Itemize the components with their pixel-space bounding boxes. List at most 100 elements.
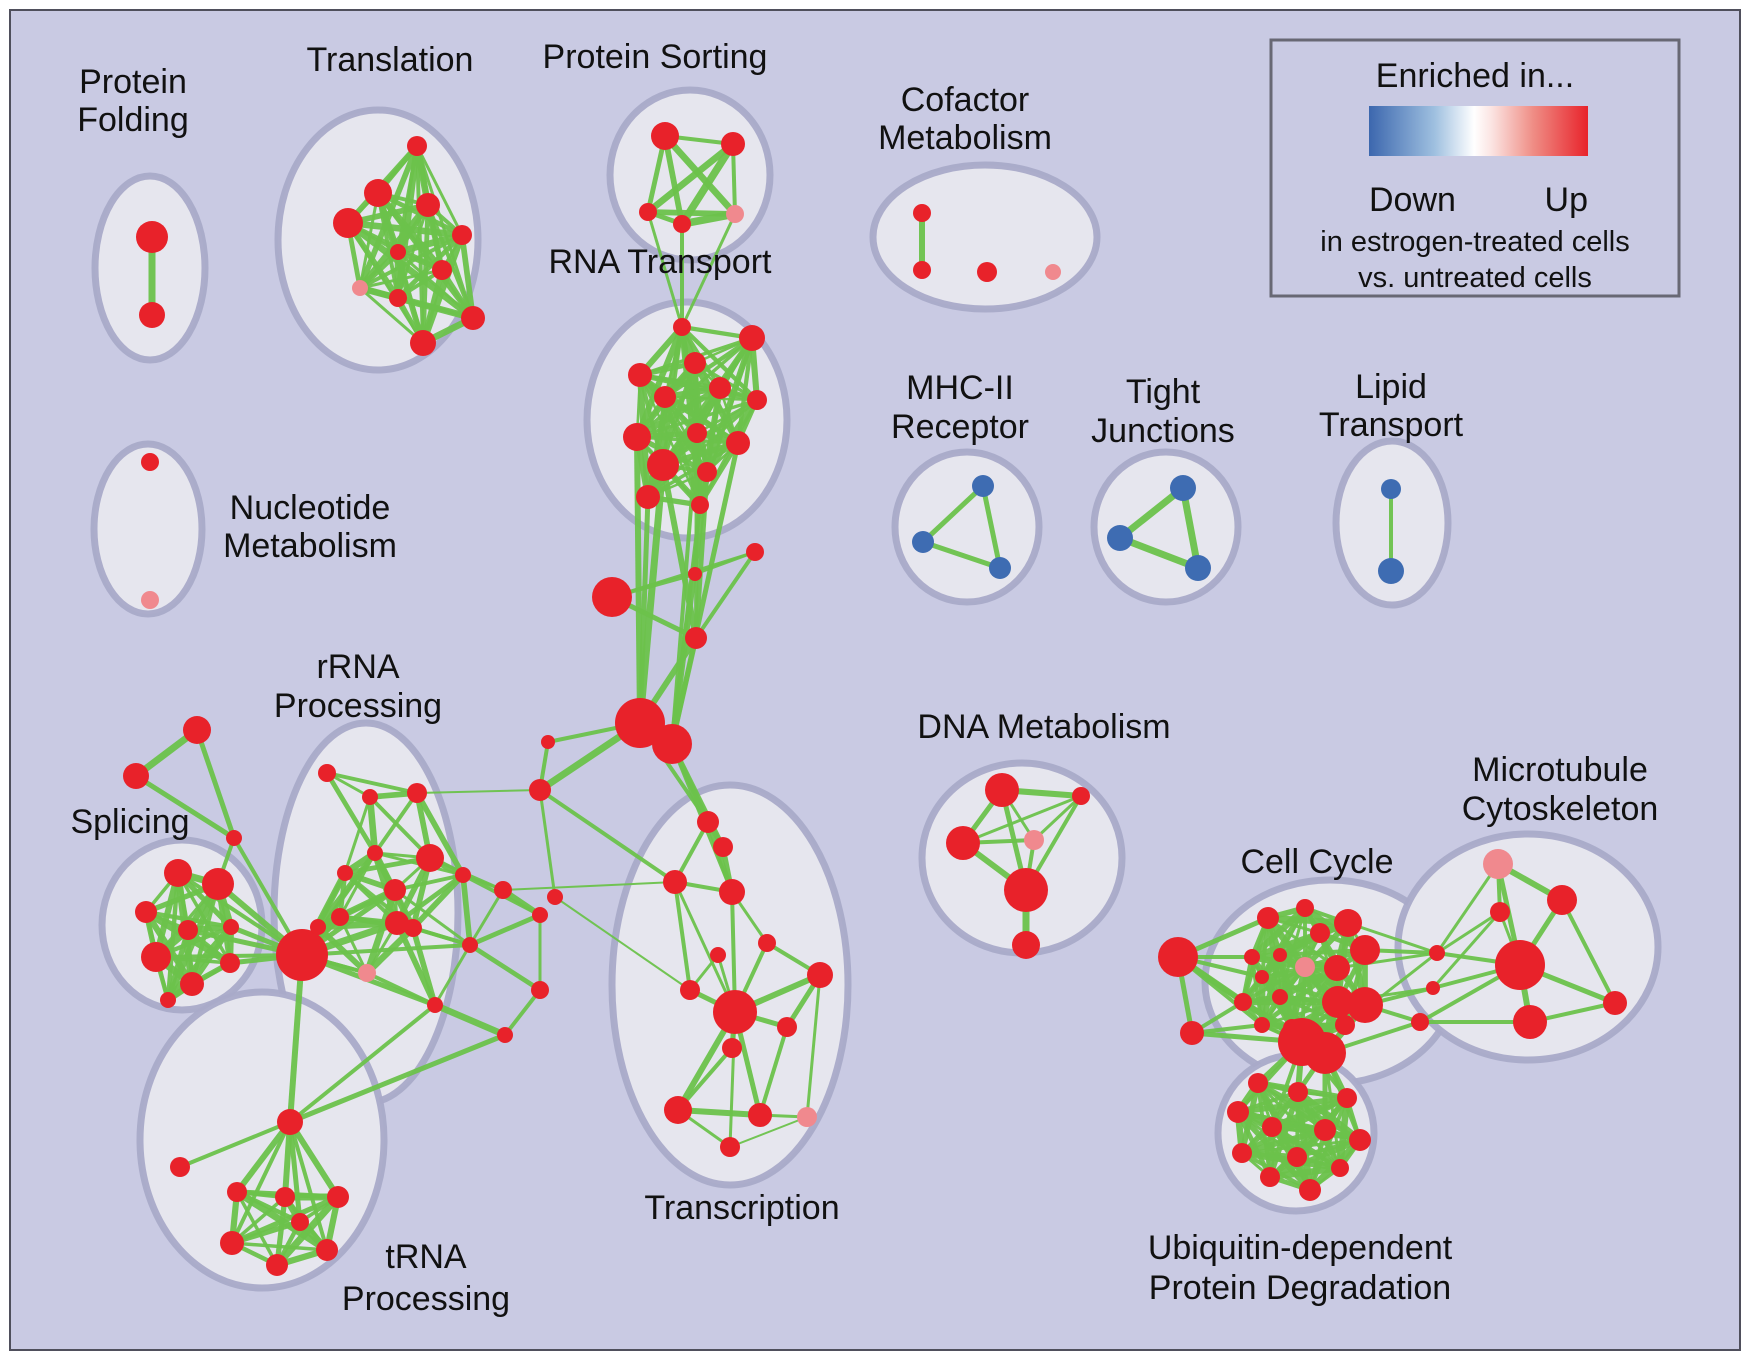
- network-node-64[interactable]: [384, 879, 406, 901]
- network-node-14[interactable]: [721, 132, 745, 156]
- network-node-21[interactable]: [1045, 264, 1061, 280]
- network-node-37[interactable]: [141, 591, 159, 609]
- network-node-130[interactable]: [1272, 989, 1288, 1005]
- network-node-109[interactable]: [797, 1107, 817, 1127]
- network-node-88[interactable]: [688, 567, 702, 581]
- network-node-38[interactable]: [972, 475, 994, 497]
- network-node-39[interactable]: [912, 531, 934, 553]
- network-node-12[interactable]: [410, 330, 436, 356]
- network-node-30[interactable]: [623, 423, 651, 451]
- network-node-133[interactable]: [1254, 1017, 1270, 1033]
- network-node-40[interactable]: [989, 557, 1011, 579]
- network-node-1[interactable]: [139, 302, 165, 328]
- network-node-23[interactable]: [739, 325, 765, 351]
- network-node-145[interactable]: [1513, 1005, 1547, 1039]
- network-node-47[interactable]: [202, 868, 234, 900]
- network-node-140[interactable]: [1411, 1013, 1429, 1031]
- network-node-95[interactable]: [547, 889, 563, 905]
- network-node-108[interactable]: [748, 1103, 772, 1127]
- network-node-116[interactable]: [1012, 931, 1040, 959]
- network-node-36[interactable]: [141, 453, 159, 471]
- network-node-33[interactable]: [697, 462, 717, 482]
- network-node-144[interactable]: [1495, 940, 1545, 990]
- network-node-107[interactable]: [664, 1096, 692, 1124]
- network-node-120[interactable]: [1296, 899, 1314, 917]
- network-node-100[interactable]: [758, 934, 776, 952]
- network-node-26[interactable]: [654, 386, 676, 408]
- network-node-154[interactable]: [1232, 1143, 1252, 1163]
- network-node-70[interactable]: [532, 907, 548, 923]
- network-node-141[interactable]: [1483, 849, 1513, 879]
- network-node-139[interactable]: [1426, 981, 1440, 995]
- network-node-106[interactable]: [722, 1038, 742, 1058]
- network-node-138[interactable]: [1429, 945, 1445, 961]
- network-node-96[interactable]: [697, 811, 719, 833]
- network-node-5[interactable]: [416, 193, 440, 217]
- network-node-19[interactable]: [913, 261, 931, 279]
- network-node-124[interactable]: [1244, 949, 1260, 965]
- network-node-56[interactable]: [123, 763, 149, 789]
- network-node-129[interactable]: [1234, 993, 1252, 1011]
- network-node-89[interactable]: [746, 543, 764, 561]
- network-node-152[interactable]: [1314, 1119, 1336, 1141]
- network-node-77[interactable]: [462, 937, 478, 953]
- network-node-32[interactable]: [647, 449, 679, 481]
- network-node-34[interactable]: [636, 485, 660, 509]
- network-node-119[interactable]: [1257, 907, 1279, 929]
- network-node-0[interactable]: [136, 221, 168, 253]
- network-node-62[interactable]: [337, 865, 353, 881]
- network-node-104[interactable]: [713, 990, 757, 1034]
- network-node-110[interactable]: [720, 1137, 740, 1157]
- network-node-48[interactable]: [135, 901, 157, 923]
- network-node-149[interactable]: [1337, 1088, 1357, 1108]
- network-node-102[interactable]: [680, 980, 700, 1000]
- network-node-20[interactable]: [977, 262, 997, 282]
- network-node-101[interactable]: [710, 947, 726, 963]
- network-node-84[interactable]: [316, 1239, 338, 1261]
- network-node-61[interactable]: [367, 845, 383, 861]
- network-node-57[interactable]: [226, 830, 242, 846]
- network-node-67[interactable]: [385, 911, 409, 935]
- network-node-58[interactable]: [318, 764, 336, 782]
- network-node-143[interactable]: [1490, 902, 1510, 922]
- network-node-78[interactable]: [277, 1109, 303, 1135]
- network-node-117[interactable]: [1158, 937, 1198, 977]
- network-node-29[interactable]: [687, 423, 707, 443]
- network-node-27[interactable]: [709, 377, 731, 399]
- network-node-52[interactable]: [180, 972, 204, 996]
- network-node-90[interactable]: [685, 627, 707, 649]
- network-node-3[interactable]: [364, 179, 392, 207]
- network-node-137[interactable]: [1283, 1019, 1301, 1037]
- network-node-74[interactable]: [427, 997, 443, 1013]
- network-node-115[interactable]: [1004, 868, 1048, 912]
- network-node-146[interactable]: [1603, 991, 1627, 1015]
- network-node-142[interactable]: [1547, 885, 1577, 915]
- network-node-63[interactable]: [416, 844, 444, 872]
- network-node-69[interactable]: [494, 881, 512, 899]
- network-node-75[interactable]: [531, 981, 549, 999]
- network-node-51[interactable]: [141, 942, 171, 972]
- network-node-128[interactable]: [1255, 970, 1269, 984]
- network-node-94[interactable]: [529, 779, 551, 801]
- network-node-93[interactable]: [541, 735, 555, 749]
- network-node-114[interactable]: [1024, 830, 1044, 850]
- network-node-81[interactable]: [275, 1187, 295, 1207]
- network-node-18[interactable]: [913, 204, 931, 222]
- network-node-82[interactable]: [327, 1186, 349, 1208]
- network-node-11[interactable]: [461, 306, 485, 330]
- network-node-55[interactable]: [183, 716, 211, 744]
- network-node-132[interactable]: [1347, 987, 1383, 1023]
- network-node-158[interactable]: [1299, 1179, 1321, 1201]
- network-node-99[interactable]: [719, 879, 745, 905]
- network-node-46[interactable]: [164, 859, 192, 887]
- network-node-4[interactable]: [333, 208, 363, 238]
- network-node-15[interactable]: [639, 203, 657, 221]
- network-node-153[interactable]: [1349, 1129, 1371, 1151]
- network-node-10[interactable]: [389, 289, 407, 307]
- network-node-44[interactable]: [1381, 479, 1401, 499]
- network-node-125[interactable]: [1273, 948, 1287, 962]
- network-node-9[interactable]: [352, 280, 368, 296]
- network-node-53[interactable]: [220, 953, 240, 973]
- network-node-13[interactable]: [651, 122, 679, 150]
- network-node-113[interactable]: [946, 826, 980, 860]
